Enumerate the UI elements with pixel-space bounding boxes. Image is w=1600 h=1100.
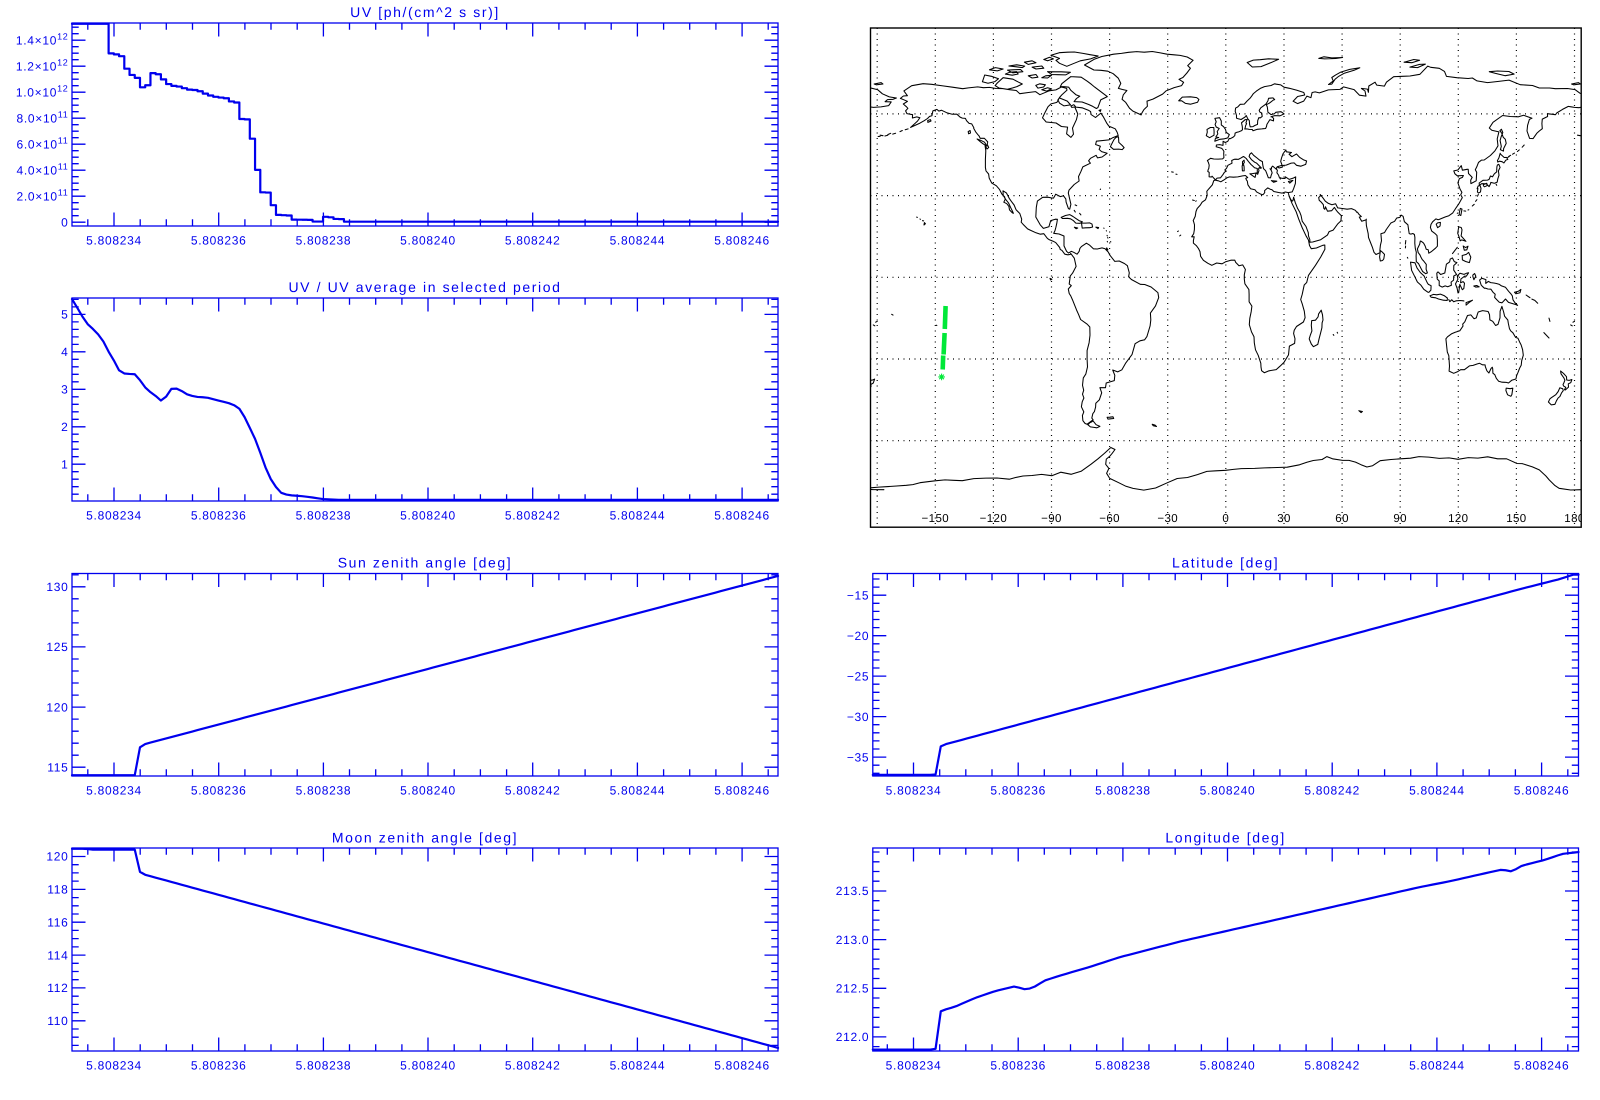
svg-text:Sun zenith angle [deg]: Sun zenith angle [deg] bbox=[338, 555, 513, 571]
svg-text:5.808246: 5.808246 bbox=[714, 784, 770, 798]
svg-text:5.808236: 5.808236 bbox=[191, 234, 247, 248]
svg-text:213.0: 213.0 bbox=[836, 933, 870, 947]
svg-text:5.808244: 5.808244 bbox=[1409, 1059, 1465, 1073]
svg-text:2.0×1011: 2.0×1011 bbox=[17, 187, 69, 203]
svg-text:30: 30 bbox=[1277, 513, 1291, 525]
svg-text:Moon zenith angle [deg]: Moon zenith angle [deg] bbox=[332, 830, 518, 846]
svg-text:5.808242: 5.808242 bbox=[505, 784, 561, 798]
svg-text:5.808242: 5.808242 bbox=[505, 509, 561, 523]
svg-text:5.808236: 5.808236 bbox=[191, 509, 247, 523]
svg-text:5.808238: 5.808238 bbox=[296, 784, 352, 798]
svg-text:5.808236: 5.808236 bbox=[990, 784, 1046, 798]
svg-text:1: 1 bbox=[61, 457, 68, 471]
svg-text:110: 110 bbox=[47, 1014, 68, 1028]
svg-text:212.0: 212.0 bbox=[836, 1030, 870, 1044]
svg-text:5.808238: 5.808238 bbox=[1095, 784, 1151, 798]
svg-text:120: 120 bbox=[46, 700, 68, 714]
svg-text:5.808236: 5.808236 bbox=[990, 1059, 1046, 1073]
svg-text:−25: −25 bbox=[847, 669, 869, 683]
svg-text:5: 5 bbox=[61, 308, 68, 322]
svg-text:UV [ph/(cm^2 s sr)]: UV [ph/(cm^2 s sr)] bbox=[350, 4, 500, 20]
svg-text:5.808246: 5.808246 bbox=[1514, 1059, 1570, 1073]
svg-text:90: 90 bbox=[1393, 513, 1407, 525]
svg-text:5.808244: 5.808244 bbox=[610, 1059, 666, 1073]
svg-text:213.5: 213.5 bbox=[836, 884, 870, 898]
svg-text:−20: −20 bbox=[847, 629, 869, 643]
svg-text:5.808238: 5.808238 bbox=[296, 509, 352, 523]
svg-text:5.808238: 5.808238 bbox=[296, 234, 352, 248]
svg-text:112: 112 bbox=[47, 981, 68, 995]
svg-text:5.808234: 5.808234 bbox=[886, 1059, 942, 1073]
svg-text:−150: −150 bbox=[922, 513, 950, 525]
svg-text:180: 180 bbox=[1564, 513, 1584, 525]
svg-text:5.808240: 5.808240 bbox=[1200, 1059, 1256, 1073]
svg-text:5.808240: 5.808240 bbox=[400, 784, 456, 798]
svg-text:−120: −120 bbox=[980, 513, 1008, 525]
svg-text:3: 3 bbox=[61, 383, 68, 397]
svg-text:−90: −90 bbox=[1041, 513, 1062, 525]
svg-text:Longitude [deg]: Longitude [deg] bbox=[1165, 830, 1286, 846]
svg-text:5.808238: 5.808238 bbox=[296, 1059, 352, 1073]
svg-text:5.808244: 5.808244 bbox=[610, 784, 666, 798]
svg-text:150: 150 bbox=[1506, 513, 1526, 525]
svg-text:5.808246: 5.808246 bbox=[714, 1059, 770, 1073]
svg-text:125: 125 bbox=[46, 640, 68, 654]
svg-text:5.808246: 5.808246 bbox=[714, 234, 770, 248]
svg-text:5.808244: 5.808244 bbox=[1409, 784, 1465, 798]
svg-text:118: 118 bbox=[47, 883, 68, 897]
svg-text:Latitude [deg]: Latitude [deg] bbox=[1172, 555, 1279, 571]
svg-text:5.808236: 5.808236 bbox=[191, 1059, 247, 1073]
svg-text:5.808234: 5.808234 bbox=[86, 784, 142, 798]
svg-text:115: 115 bbox=[47, 761, 68, 775]
svg-text:−60: −60 bbox=[1099, 513, 1120, 525]
svg-text:212.5: 212.5 bbox=[836, 982, 870, 996]
svg-text:5.808242: 5.808242 bbox=[1304, 784, 1360, 798]
svg-text:5.808244: 5.808244 bbox=[610, 234, 666, 248]
svg-text:4.0×1011: 4.0×1011 bbox=[17, 161, 69, 177]
svg-text:1.4×1012: 1.4×1012 bbox=[16, 31, 69, 47]
svg-text:5.808246: 5.808246 bbox=[714, 509, 770, 523]
svg-text:5.808240: 5.808240 bbox=[400, 509, 456, 523]
svg-text:0: 0 bbox=[61, 215, 68, 229]
svg-text:130: 130 bbox=[46, 580, 68, 594]
svg-text:5.808234: 5.808234 bbox=[86, 234, 142, 248]
svg-text:114: 114 bbox=[47, 948, 68, 962]
svg-text:6.0×1011: 6.0×1011 bbox=[17, 135, 69, 151]
svg-text:5.808234: 5.808234 bbox=[86, 509, 142, 523]
svg-text:1.2×1012: 1.2×1012 bbox=[16, 57, 69, 73]
svg-text:4: 4 bbox=[61, 345, 68, 359]
svg-text:5.808240: 5.808240 bbox=[400, 1059, 456, 1073]
svg-text:60: 60 bbox=[1335, 513, 1349, 525]
svg-text:−30: −30 bbox=[1157, 513, 1178, 525]
svg-text:8.0×1011: 8.0×1011 bbox=[17, 109, 69, 125]
svg-text:116: 116 bbox=[47, 915, 68, 929]
svg-text:UV / UV average in selected pe: UV / UV average in selected period bbox=[288, 279, 561, 295]
svg-text:120: 120 bbox=[46, 850, 68, 864]
svg-text:5.808240: 5.808240 bbox=[1200, 784, 1256, 798]
svg-text:5.808246: 5.808246 bbox=[1514, 784, 1570, 798]
svg-text:−30: −30 bbox=[847, 710, 869, 724]
svg-text:5.808240: 5.808240 bbox=[400, 234, 456, 248]
svg-text:2: 2 bbox=[61, 420, 68, 434]
svg-text:5.808244: 5.808244 bbox=[610, 509, 666, 523]
svg-text:5.808234: 5.808234 bbox=[86, 1059, 142, 1073]
svg-text:5.808238: 5.808238 bbox=[1095, 1059, 1151, 1073]
svg-text:−35: −35 bbox=[847, 750, 869, 764]
svg-text:5.808242: 5.808242 bbox=[505, 1059, 561, 1073]
svg-text:5.808242: 5.808242 bbox=[505, 234, 561, 248]
svg-text:5.808234: 5.808234 bbox=[886, 784, 942, 798]
svg-text:−15: −15 bbox=[847, 588, 869, 602]
svg-text:5.808236: 5.808236 bbox=[191, 784, 247, 798]
svg-text:120: 120 bbox=[1448, 513, 1468, 525]
svg-text:0: 0 bbox=[1222, 513, 1229, 525]
svg-text:5.808242: 5.808242 bbox=[1304, 1059, 1360, 1073]
svg-text:1.0×1012: 1.0×1012 bbox=[16, 83, 69, 99]
